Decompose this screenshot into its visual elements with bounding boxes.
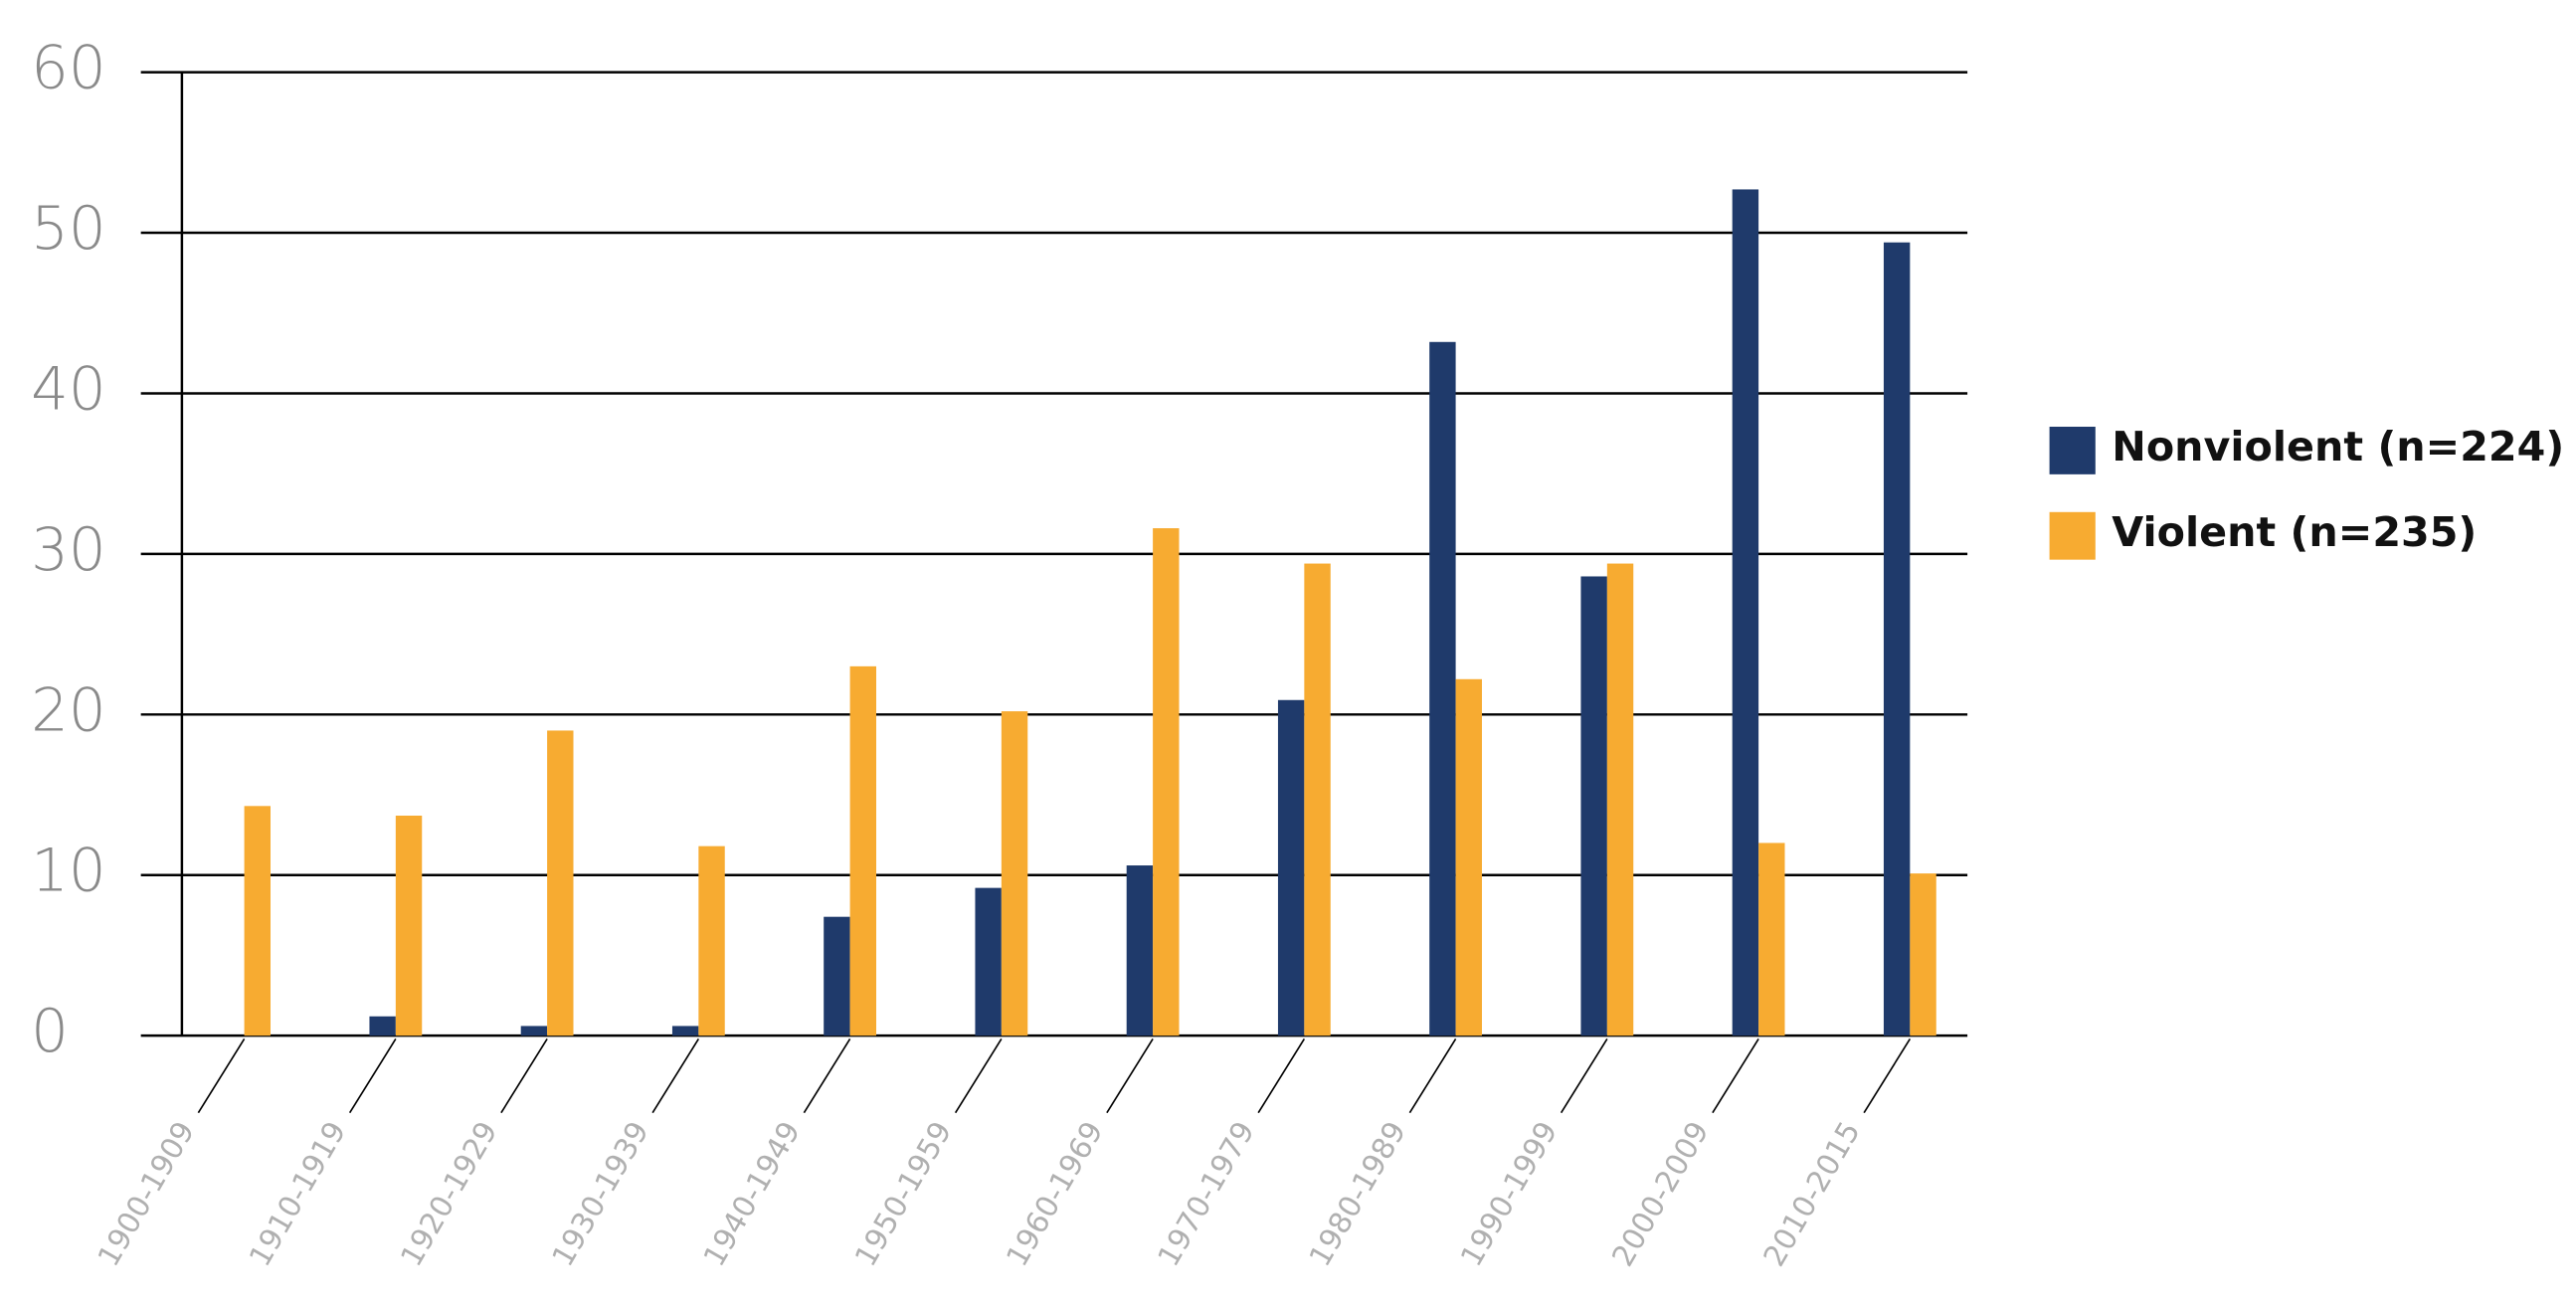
bar bbox=[395, 815, 423, 1036]
bar bbox=[520, 1026, 548, 1036]
bar bbox=[1580, 576, 1607, 1036]
bar bbox=[1883, 242, 1911, 1036]
bar bbox=[1153, 528, 1180, 1036]
x-tick-label: 1930-1939 bbox=[546, 1116, 656, 1273]
bar bbox=[369, 1016, 396, 1036]
bar bbox=[1758, 843, 1785, 1036]
x-tick-line bbox=[1712, 1038, 1759, 1114]
x-tick-line bbox=[197, 1038, 246, 1114]
bar bbox=[1732, 189, 1759, 1036]
bar bbox=[244, 806, 271, 1036]
bar bbox=[849, 665, 876, 1036]
legend-swatch bbox=[2049, 427, 2096, 474]
legend-label: Violent (n=235) bbox=[2112, 508, 2477, 556]
y-tick-label: 20 bbox=[31, 676, 106, 745]
x-tick-label: 1900-1909 bbox=[92, 1116, 202, 1273]
x-tick-line bbox=[1106, 1038, 1154, 1114]
y-tick-label: 30 bbox=[31, 516, 106, 585]
x-tick-line bbox=[1560, 1038, 1608, 1114]
bar bbox=[824, 916, 850, 1036]
x-tick-label: 1940-1949 bbox=[697, 1116, 808, 1273]
x-tick-line bbox=[1863, 1038, 1912, 1114]
x-tick-label: 1980-1989 bbox=[1303, 1116, 1413, 1273]
bar bbox=[1455, 678, 1482, 1036]
x-tick-line bbox=[1408, 1038, 1457, 1114]
x-tick-label: 1990-1999 bbox=[1454, 1116, 1564, 1273]
bar bbox=[1001, 711, 1028, 1036]
y-tick-label: 0 bbox=[31, 998, 69, 1066]
legend-swatch bbox=[2049, 511, 2096, 560]
y-tick-label: 60 bbox=[31, 35, 106, 103]
y-tick-label: 50 bbox=[31, 195, 106, 264]
bar bbox=[1910, 873, 1936, 1036]
x-tick-label: 1920-1929 bbox=[394, 1116, 504, 1273]
x-tick-line bbox=[500, 1038, 548, 1114]
bar bbox=[698, 845, 725, 1036]
x-tick-label: 1960-1969 bbox=[1000, 1116, 1110, 1273]
x-tick-line bbox=[803, 1038, 851, 1114]
bar bbox=[975, 887, 1002, 1036]
bar bbox=[1606, 563, 1634, 1036]
legend-label: Nonviolent (n=224) bbox=[2112, 423, 2564, 470]
x-tick-label: 1970-1979 bbox=[1152, 1116, 1262, 1273]
y-tick-label: 40 bbox=[31, 355, 106, 424]
bar bbox=[1126, 865, 1154, 1036]
x-tick-label: 1950-1959 bbox=[848, 1116, 959, 1273]
x-tick-label: 2000-2009 bbox=[1605, 1116, 1716, 1273]
x-tick-line bbox=[1257, 1038, 1306, 1114]
x-tick-label: 2010-2015 bbox=[1757, 1116, 1868, 1273]
x-tick-line bbox=[651, 1038, 700, 1114]
bar bbox=[1304, 563, 1331, 1036]
bar bbox=[671, 1026, 699, 1036]
x-tick-label: 1910-1919 bbox=[243, 1116, 353, 1273]
y-tick-label: 10 bbox=[31, 838, 106, 906]
x-tick-line bbox=[348, 1038, 397, 1114]
x-tick-line bbox=[954, 1038, 1003, 1114]
bar bbox=[1277, 699, 1305, 1036]
bar bbox=[1429, 341, 1456, 1036]
bar bbox=[547, 730, 574, 1036]
